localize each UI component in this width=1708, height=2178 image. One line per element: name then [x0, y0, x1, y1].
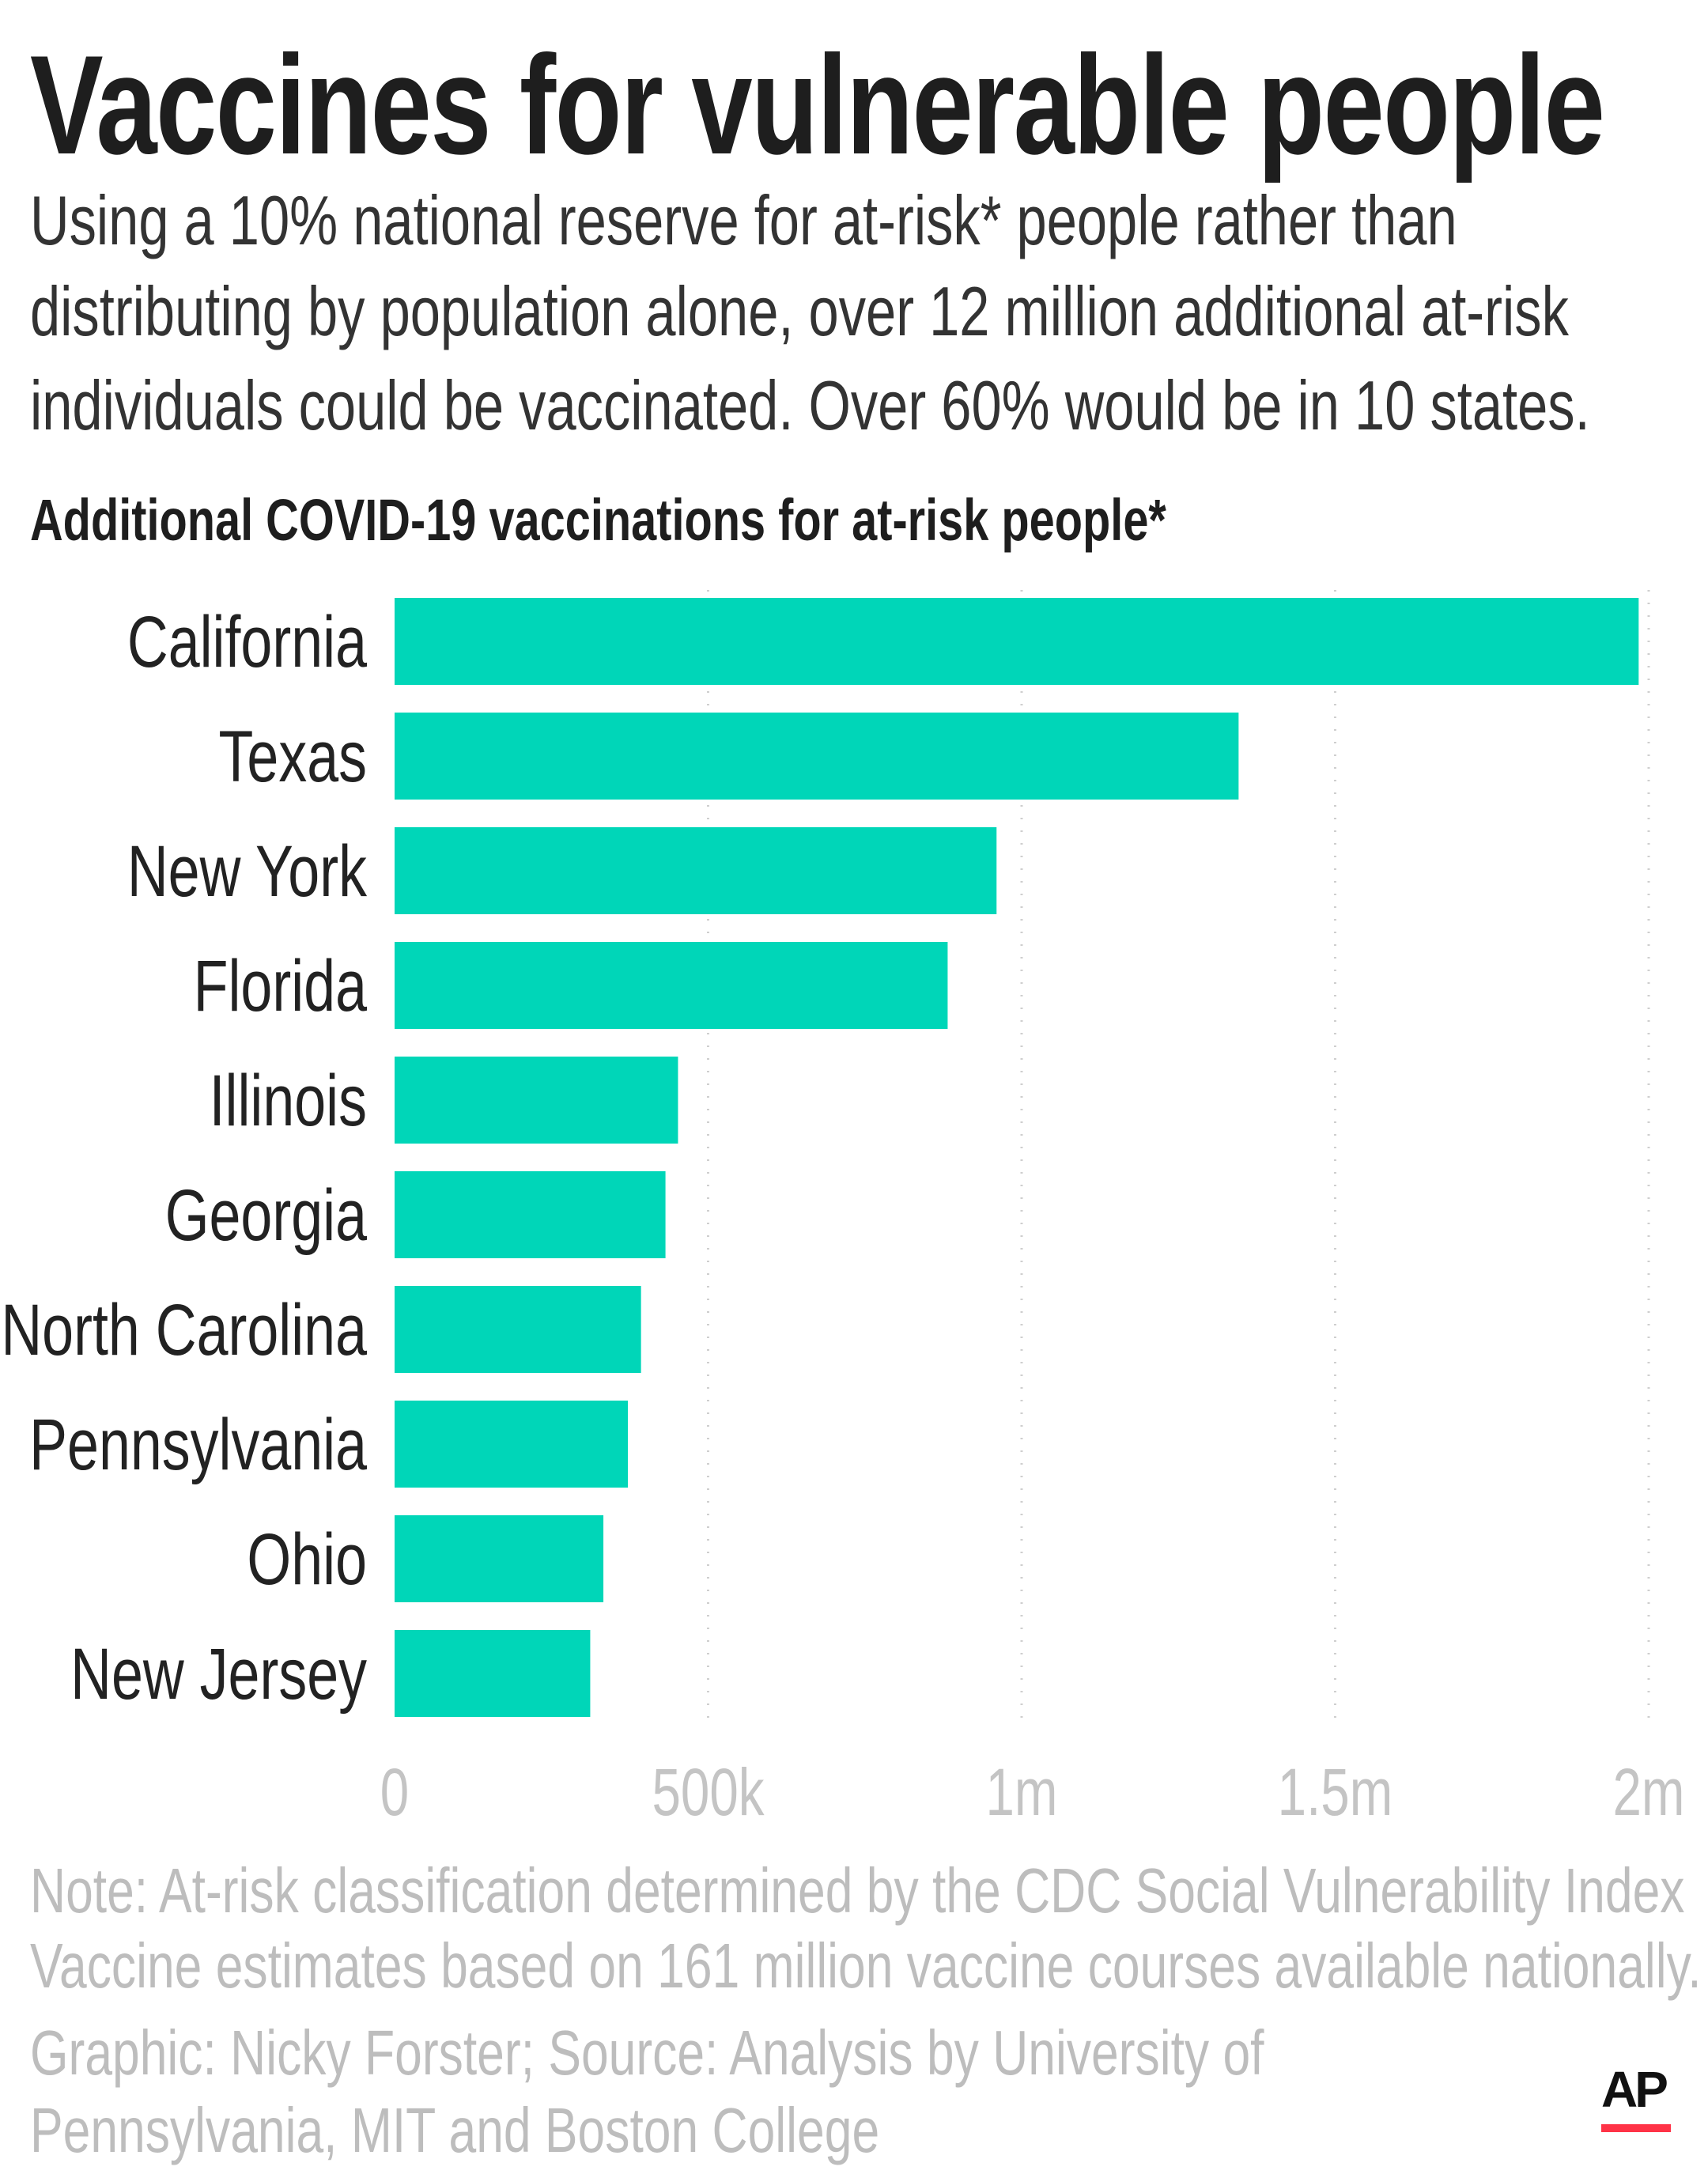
category-label: Pennsylvania: [29, 1404, 367, 1485]
category-label: New Jersey: [70, 1633, 367, 1715]
category-label: Illinois: [210, 1060, 367, 1141]
x-tick-label: 500k: [652, 1755, 764, 1829]
category-label: California: [127, 601, 367, 683]
x-tick-label: 1.5m: [1278, 1755, 1393, 1829]
bar-georgia: [395, 1171, 666, 1258]
bar-pennsylvania: [395, 1401, 628, 1488]
x-tick-label: 1m: [985, 1755, 1057, 1829]
category-label: Georgia: [165, 1174, 367, 1256]
credit-line: Pennsylvania, MIT and Boston College: [30, 2095, 880, 2165]
x-tick-label: 0: [380, 1755, 409, 1829]
ap-logo: AP: [1601, 2064, 1672, 2159]
x-tick-label: 2m: [1612, 1755, 1684, 1829]
bar-illinois: [395, 1057, 678, 1144]
category-label: New York: [127, 830, 368, 912]
bar-florida: [395, 942, 948, 1029]
bar-ohio: [395, 1515, 604, 1602]
subtitle-line: distributing by population alone, over 1…: [30, 272, 1569, 350]
chart-title: Additional COVID-19 vaccinations for at-…: [30, 487, 1166, 553]
category-label: Texas: [219, 716, 367, 797]
note-line: Vaccine estimates based on 161 million v…: [30, 1930, 1702, 2001]
bar-california: [395, 598, 1639, 685]
note-line: Note: At-risk classification determined …: [30, 1855, 1685, 1926]
bar-new-jersey: [395, 1630, 591, 1717]
bar-north-carolina: [395, 1286, 641, 1373]
page-title: Vaccines for vulnerable people: [30, 26, 1605, 183]
subtitle-line: individuals could be vaccinated. Over 60…: [30, 366, 1590, 444]
subtitle-line: Using a 10% national reserve for at-risk…: [30, 181, 1457, 259]
bar-texas: [395, 713, 1239, 800]
credit-line: Graphic: Nicky Forster; Source: Analysis…: [30, 2017, 1264, 2088]
category-label: North Carolina: [1, 1289, 367, 1371]
category-label: Ohio: [247, 1518, 367, 1600]
bar-new-york: [395, 827, 997, 914]
category-label: Florida: [194, 945, 367, 1027]
